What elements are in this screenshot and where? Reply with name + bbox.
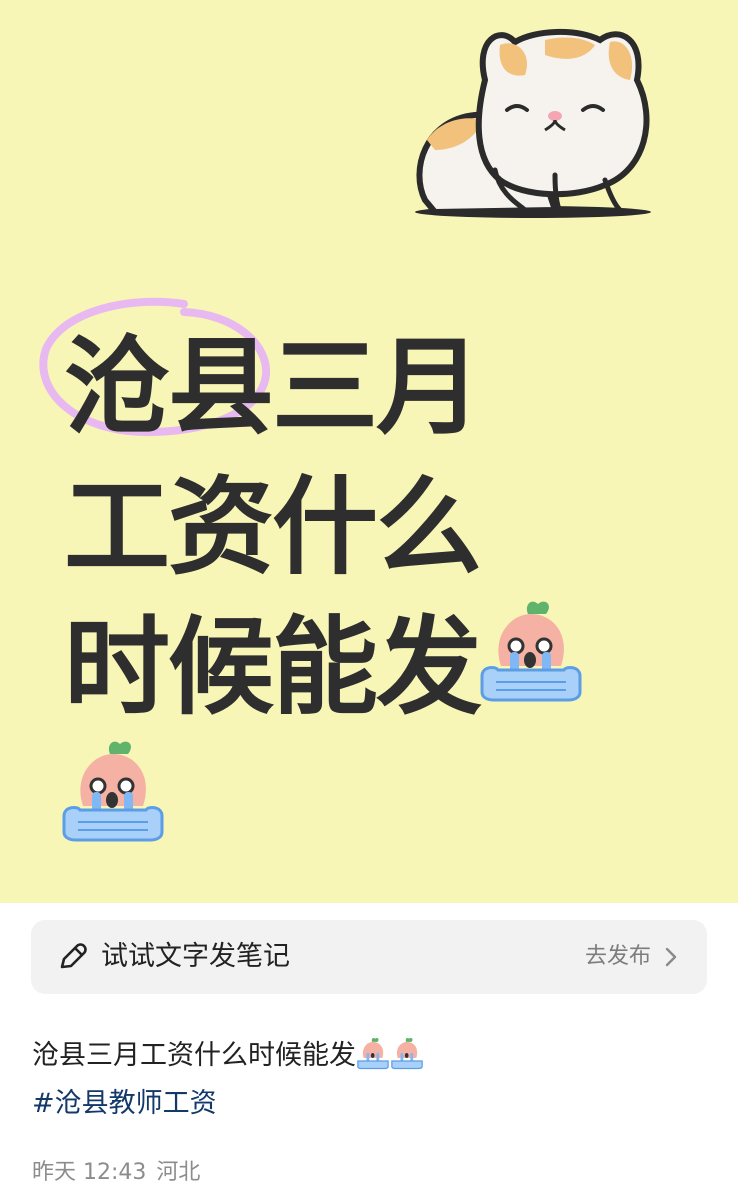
hashtag-link[interactable]: #沧县教师工资: [32, 1088, 217, 1119]
chevron-right-icon[interactable]: [663, 945, 679, 969]
post-time: 昨天 12:43: [32, 1160, 147, 1185]
note-cover-image[interactable]: 沧县三月 工资什么 时候能发: [0, 0, 738, 903]
text-note-composer-bar[interactable]: 试试文字发笔记 去发布: [31, 920, 707, 994]
cover-headline: 沧县三月 工资什么 时候能发: [64, 318, 482, 738]
highlight-circle: [39, 297, 270, 437]
crying-peach-emoji: [62, 741, 164, 842]
pencil-icon: [60, 943, 87, 969]
sleeping-cat-illustration: [415, 29, 651, 218]
post-text: 沧县三月工资什么时候能发: [32, 1040, 356, 1071]
post-meta: 昨天 12:43 河北: [32, 1158, 200, 1188]
headline-line-3: 时候能发: [64, 606, 482, 729]
crying-peach-emoji: [357, 1038, 389, 1070]
headline-line-1: 沧县三月: [64, 326, 482, 449]
post-location: 河北: [156, 1160, 201, 1185]
post-body: 沧县三月工资什么时候能发: [32, 1036, 424, 1076]
crying-peach-emoji: [480, 601, 582, 702]
headline-line-2: 工资什么: [64, 466, 482, 589]
publish-link[interactable]: 去发布: [584, 944, 651, 969]
crying-peach-emoji: [391, 1038, 423, 1070]
composer-label: 试试文字发笔记: [101, 941, 290, 972]
